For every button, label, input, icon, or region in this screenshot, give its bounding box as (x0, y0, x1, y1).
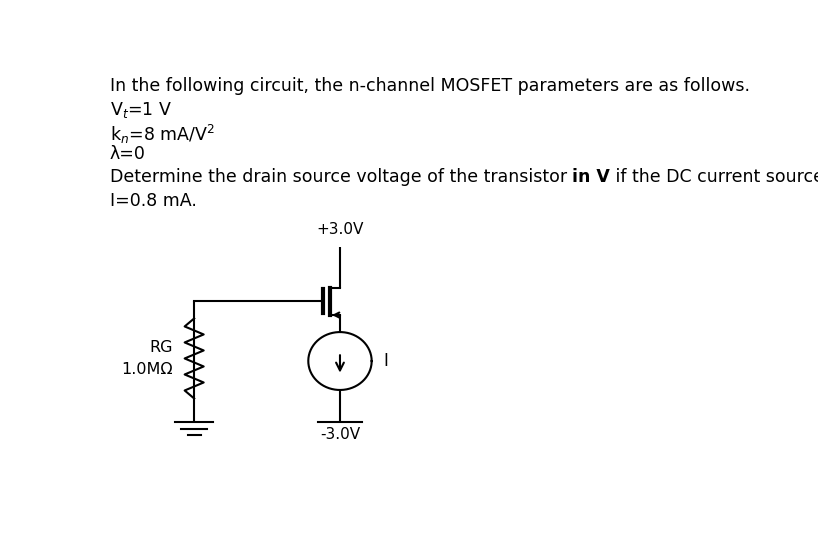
Text: I=0.8 mA.: I=0.8 mA. (110, 191, 197, 210)
Text: +3.0V: +3.0V (317, 222, 364, 237)
Text: In the following circuit, the n-channel MOSFET parameters are as follows.: In the following circuit, the n-channel … (110, 77, 750, 95)
Text: V$_t$=1 V: V$_t$=1 V (110, 101, 172, 121)
Text: -3.0V: -3.0V (320, 427, 360, 442)
Text: λ=0: λ=0 (110, 145, 146, 163)
Text: in V: in V (573, 168, 610, 186)
Text: RG: RG (150, 340, 173, 356)
Text: I: I (383, 352, 388, 370)
Text: Determine the drain source voltage of the transistor: Determine the drain source voltage of th… (110, 168, 573, 186)
Text: k$_n$=8 mA/V$^2$: k$_n$=8 mA/V$^2$ (110, 123, 214, 145)
Text: if the DC current source is: if the DC current source is (610, 168, 818, 186)
Text: 1.0MΩ: 1.0MΩ (122, 362, 173, 377)
